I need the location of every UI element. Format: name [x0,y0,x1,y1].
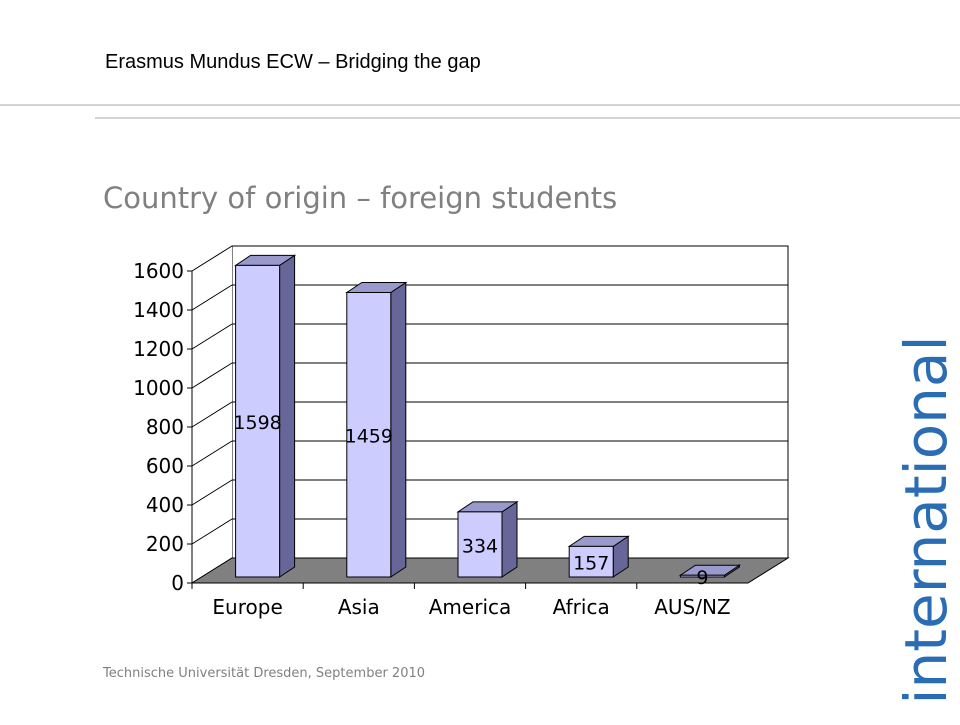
y-tick-label: 200 [146,532,184,556]
x-tick-label: Asia [338,595,380,619]
grid-line [191,245,233,272]
x-tick-label: AUS/NZ [654,595,730,619]
value-label: 1459 [345,426,393,448]
y-tick-label: 800 [146,415,184,439]
grid-line [191,479,233,506]
value-label: 334 [462,535,498,557]
chart: 0 200 400 600 800 1000 1200 1400 1600 Europe 1598 A… [133,245,790,619]
y-tick-label: 400 [146,493,184,517]
y-tick-label: 600 [146,454,184,478]
bar [346,291,392,578]
grid-line [191,401,233,428]
y-tick-label: 1000 [133,376,184,400]
grid-line [191,518,233,545]
value-label: 9 [696,567,708,589]
bar-side [390,281,407,578]
bar [235,264,281,578]
bar [457,511,503,578]
bar [679,574,725,578]
value-label: 1598 [233,412,281,434]
grid-line [191,284,233,311]
header-title: Erasmus Mundus ECW – Bridging the gap [105,51,481,73]
footer: Technische Universität Dresden, Septembe… [102,666,425,681]
bar [568,545,614,578]
y-tick-label: 1600 [133,259,184,283]
bar-side [279,254,296,578]
value-label: 157 [573,553,609,575]
x-tick-label: Europe [212,595,282,619]
x-tick-label: Africa [553,595,610,619]
grid-line [191,362,233,389]
side-text: international [892,335,960,704]
x-tick-label: America [429,595,512,619]
grid-line [191,323,233,350]
grid-line [191,440,233,467]
bar-side [501,500,518,578]
y-tick-label: 1200 [133,337,184,361]
y-tick-label: 0 [171,571,184,595]
y-tick-label: 1400 [133,298,184,322]
slide-heading: Country of origin – foreign students [103,181,617,215]
